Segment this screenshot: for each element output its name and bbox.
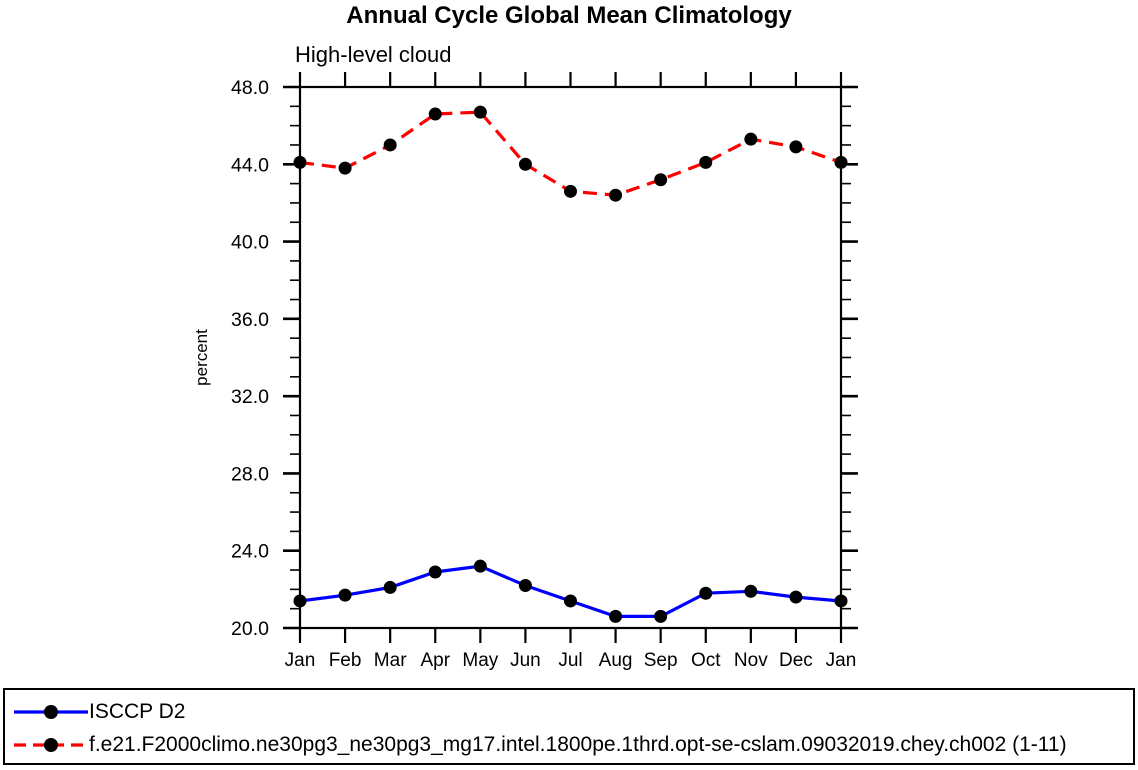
- data-point-marker: [293, 155, 307, 169]
- data-point-marker: [383, 138, 397, 152]
- data-point-marker: [609, 609, 623, 623]
- y-axis-tick-label: 44.0: [231, 154, 269, 176]
- data-point-marker: [473, 559, 487, 573]
- plot-box: [298, 85, 843, 630]
- data-point-marker: [428, 107, 442, 121]
- data-point-marker: [338, 161, 352, 175]
- x-axis-month-label: Jan: [826, 650, 857, 671]
- series-line-isccp: [299, 564, 842, 618]
- x-axis-month-label: Oct: [691, 650, 721, 671]
- legend-marker-icon: [44, 737, 58, 752]
- x-axis-month-label: Sep: [644, 650, 678, 671]
- x-axis-month-label: Aug: [599, 650, 633, 671]
- data-point-marker: [744, 132, 758, 146]
- x-axis-month-label: Jul: [558, 650, 582, 671]
- plot-area: 20.0 24.0 28.0 32.0 36.0 40.0 44.0 48.0 Jan Feb Ma…: [192, 72, 858, 671]
- y-axis-tick-label: 24.0: [231, 541, 269, 563]
- series-line-model: [299, 110, 842, 197]
- y-axis-tick-label: 36.0: [231, 309, 269, 331]
- data-point-marker: [564, 594, 577, 608]
- y-axis-tick-label: 40.0: [231, 232, 269, 254]
- y-axis-tick-label: 48.0: [231, 77, 269, 99]
- y-axis-tick-label: 20.0: [231, 618, 269, 640]
- y-axis-tick-label: 32.0: [231, 386, 269, 408]
- data-point-marker: [609, 188, 623, 202]
- data-point-marker: [654, 173, 668, 187]
- legend-label-isccp: ISCCP D2: [89, 699, 186, 723]
- legend-sample-dashed: [14, 737, 88, 752]
- x-axis-month-label: Apr: [420, 650, 450, 671]
- y-axis-title: percent: [192, 329, 211, 386]
- data-point-marker: [338, 588, 352, 602]
- x-axis-month-label: Feb: [329, 650, 362, 671]
- x-axis-month-label: Mar: [374, 650, 407, 671]
- data-point-marker: [789, 140, 803, 154]
- data-point-marker: [834, 155, 848, 169]
- data-point-marker: [473, 105, 487, 119]
- data-point-marker: [699, 155, 713, 169]
- legend-item-isccp: ISCCP D2: [5, 695, 1133, 728]
- legend-sample-solid: [14, 704, 88, 719]
- data-point-marker: [518, 578, 532, 592]
- x-axis-month-label: Jan: [285, 650, 316, 671]
- x-axis-month-label: May: [462, 650, 498, 671]
- chart-title: Annual Cycle Global Mean Climatology: [346, 2, 792, 29]
- data-point-marker: [564, 184, 577, 198]
- x-axis-month-label: Dec: [779, 650, 813, 671]
- data-point-marker: [699, 586, 713, 600]
- data-point-marker: [789, 590, 803, 604]
- plot-subtitle: High-level cloud: [295, 42, 452, 67]
- legend-marker-icon: [44, 704, 58, 719]
- y-axis-tick-label: 28.0: [231, 463, 269, 485]
- data-point-marker: [744, 584, 758, 598]
- data-point-marker: [654, 609, 668, 623]
- x-axis-month-label: Jun: [510, 650, 541, 671]
- data-point-marker: [383, 580, 397, 594]
- legend-item-model: f.e21.F2000climo.ne30pg3_ne30pg3_mg17.in…: [5, 728, 1133, 761]
- data-point-marker: [293, 594, 307, 608]
- x-axis-month-label: Nov: [734, 650, 768, 671]
- legend-label-model: f.e21.F2000climo.ne30pg3_ne30pg3_mg17.in…: [89, 732, 1067, 756]
- data-point-marker: [834, 594, 848, 608]
- data-point-marker: [428, 565, 442, 579]
- data-point-marker: [518, 157, 532, 171]
- legend: ISCCP D2 f.e21.F2000climo.ne30pg3_ne30pg…: [3, 688, 1135, 765]
